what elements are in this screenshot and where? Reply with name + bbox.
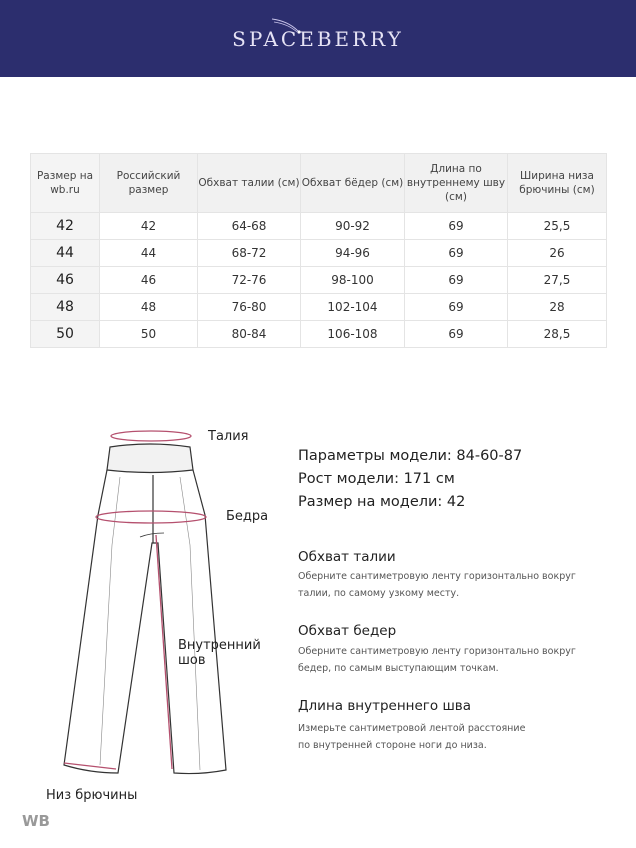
brand-header: SPACEBERRY: [0, 0, 636, 77]
shooting-star-icon: [271, 18, 301, 34]
brand-logo: SPACEBERRY: [232, 27, 404, 51]
table-cell: 44: [99, 239, 198, 267]
table-row: 44 44 68-72 94-96 69 26: [30, 239, 607, 267]
section-title: Обхват бедер: [298, 623, 397, 639]
hips-label: Бедра: [226, 509, 269, 524]
table-cell: 94-96: [300, 239, 405, 267]
table-cell: 42: [30, 212, 100, 240]
table-cell: 69: [404, 293, 508, 321]
table-cell: 26: [507, 239, 607, 267]
table-cell: 50: [30, 320, 100, 348]
table-cell: 27,5: [507, 266, 607, 294]
pants-diagram: [63, 430, 227, 775]
size-table: Размер на wb.ru Российский размер Обхват т…: [30, 153, 607, 348]
waist-label: Талия: [208, 429, 249, 444]
table-row: 48 48 76-80 102-104 69 28: [30, 293, 607, 321]
section-body: Оберните сантиметровую ленту горизонталь…: [298, 571, 576, 599]
column-header: Российский размер: [99, 153, 198, 213]
watermark: WB: [22, 812, 50, 830]
inseam-label-2: шов: [178, 653, 206, 668]
table-cell: 48: [30, 293, 100, 321]
table-cell: 25,5: [507, 212, 607, 240]
table-cell: 90-92: [300, 212, 405, 240]
model-size: Размер на модели: 42: [298, 494, 466, 510]
section-body: Измерьте сантиметровой лентой расстояние…: [298, 723, 526, 751]
table-cell: 69: [404, 239, 508, 267]
table-cell: 76-80: [197, 293, 301, 321]
table-cell: 102-104: [300, 293, 405, 321]
table-cell: 80-84: [197, 320, 301, 348]
model-height: Рост модели: 171 см: [298, 471, 455, 487]
table-cell: 106-108: [300, 320, 405, 348]
table-cell: 69: [404, 266, 508, 294]
table-cell: 48: [99, 293, 198, 321]
table-cell: 98-100: [300, 266, 405, 294]
table-cell: 68-72: [197, 239, 301, 267]
table-cell: 28: [507, 293, 607, 321]
table-row: 42 42 64-68 90-92 69 25,5: [30, 212, 607, 240]
table-cell: 64-68: [197, 212, 301, 240]
table-cell: 28,5: [507, 320, 607, 348]
table-cell: 46: [30, 266, 100, 294]
section-title: Длина внутреннего шва: [298, 698, 472, 714]
column-header: Обхват бёдер (см): [300, 153, 405, 213]
column-header: Длина по внутреннему шву (см): [404, 153, 508, 213]
column-header: Обхват талии (см): [197, 153, 301, 213]
table-row: 46 46 72-76 98-100 69 27,5: [30, 266, 607, 294]
column-header: Ширина низа брючины (см): [507, 153, 607, 213]
model-params: Параметры модели: 84-60-87: [298, 448, 523, 464]
section-title: Обхват талии: [298, 549, 396, 565]
section-body: Оберните сантиметровую ленту горизонталь…: [298, 646, 576, 674]
hem-label: Низ брючины: [46, 788, 138, 803]
table-cell: 42: [99, 212, 198, 240]
inseam-label-1: Внутренний: [178, 638, 261, 653]
table-cell: 50: [99, 320, 198, 348]
table-cell: 44: [30, 239, 100, 267]
column-header: Размер на wb.ru: [30, 153, 100, 213]
table-row: 50 50 80-84 106-108 69 28,5: [30, 320, 607, 348]
table-cell: 46: [99, 266, 198, 294]
table-cell: 69: [404, 212, 508, 240]
table-cell: 69: [404, 320, 508, 348]
table-cell: 72-76: [197, 266, 301, 294]
